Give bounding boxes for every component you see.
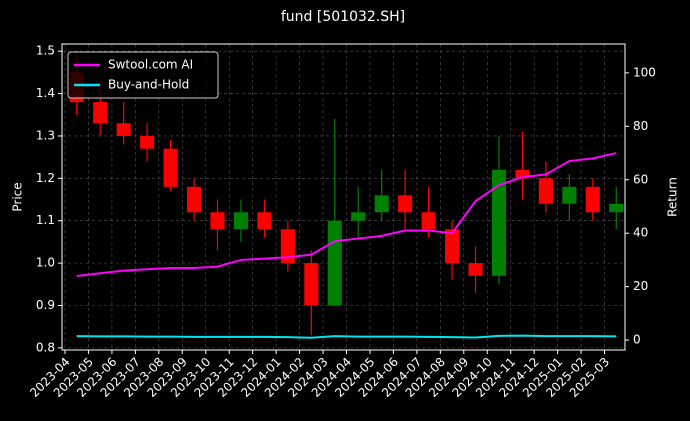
line-series: [76, 152, 617, 277]
candle-body: [233, 212, 248, 230]
legend-label: Swtool.com AI: [108, 58, 193, 72]
line-series: [76, 334, 617, 339]
legend-box: [67, 51, 219, 99]
candle-body: [93, 102, 108, 124]
y2-tick-label: 80: [633, 119, 648, 133]
candle-body: [538, 178, 553, 204]
candle-body: [116, 123, 131, 136]
candle-body: [140, 135, 155, 149]
y-tick-label: 1.3: [36, 128, 55, 142]
y-tick-label: 1.2: [36, 171, 55, 185]
candle-body: [327, 220, 342, 306]
candle-body: [585, 186, 600, 213]
candle-body: [445, 229, 460, 264]
candle-body: [280, 229, 295, 264]
candle-body: [562, 186, 577, 204]
y2-axis-label: Return: [666, 177, 680, 217]
candle-body: [421, 212, 436, 230]
y-tick-label: 1.5: [36, 44, 55, 58]
y2-tick-label: 20: [633, 279, 648, 293]
y-tick-label: 1.4: [36, 86, 55, 100]
y2-tick-label: 40: [633, 226, 648, 240]
y-tick-label: 0.8: [36, 340, 55, 354]
candle-body: [609, 203, 624, 213]
y-tick-label: 1.1: [36, 213, 55, 227]
candle-body: [468, 263, 483, 276]
candle-body: [186, 186, 202, 213]
candle-body: [257, 212, 272, 230]
candle-body: [398, 195, 413, 213]
y-axis-label: Price: [11, 182, 25, 211]
y2-tick-label: 100: [633, 65, 656, 79]
candle-body: [351, 212, 366, 221]
chart-title: fund [501032.SH]: [281, 9, 405, 25]
candle-body: [304, 263, 319, 306]
candle-body: [515, 169, 530, 179]
legend-label: Buy-and-Hold: [108, 78, 189, 92]
y-tick-label: 1.0: [36, 256, 55, 270]
candle-body: [210, 212, 225, 230]
y-tick-label: 0.9: [36, 298, 55, 312]
candle-body: [163, 148, 178, 187]
plot-frame: [61, 43, 626, 351]
y2-tick-label: 0: [633, 333, 641, 347]
candle-body: [374, 195, 389, 213]
y2-tick-label: 60: [633, 172, 648, 186]
candle-body: [491, 169, 507, 276]
